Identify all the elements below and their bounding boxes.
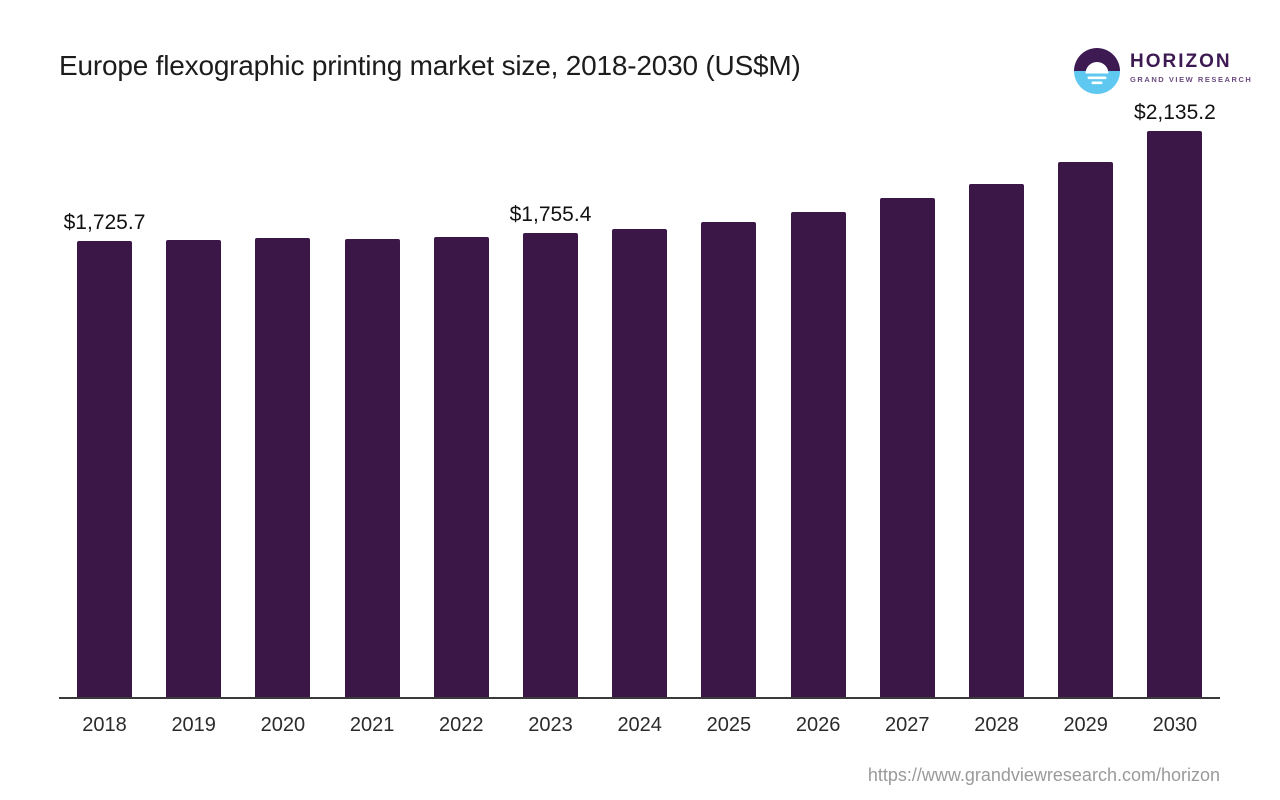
page-title: Europe flexographic printing market size… bbox=[59, 50, 801, 81]
x-tick-2028: 2028 bbox=[974, 714, 1019, 736]
bar-2023 bbox=[523, 233, 578, 697]
x-tick-2021: 2021 bbox=[349, 714, 395, 736]
x-tick-2025: 2025 bbox=[706, 714, 752, 736]
logo-text-block: HORIZON GRAND VIEW RESEARCH bbox=[1130, 51, 1253, 86]
bar-2024 bbox=[612, 229, 668, 697]
bar-2018 bbox=[77, 241, 132, 697]
logo-wordmark: HORIZON bbox=[1130, 51, 1232, 72]
bar-2030 bbox=[1147, 131, 1203, 697]
bar-2028 bbox=[969, 184, 1024, 697]
x-tick-2020: 2020 bbox=[260, 714, 306, 736]
bar-2021 bbox=[344, 239, 400, 697]
x-tick-2026: 2026 bbox=[795, 714, 841, 736]
bar-2022 bbox=[433, 237, 489, 697]
bar-value-label-2030: $2,135.2 bbox=[1134, 101, 1216, 124]
bar-value-label-2023: $1,755.4 bbox=[509, 203, 592, 226]
x-tick-2027: 2027 bbox=[885, 714, 930, 736]
horizon-sunrise-circle-icon bbox=[1074, 48, 1120, 94]
x-tick-2029: 2029 bbox=[1063, 714, 1108, 736]
x-tick-2018: 2018 bbox=[82, 714, 127, 736]
bar-2026 bbox=[790, 212, 846, 697]
chart-header: Europe flexographic printing market size… bbox=[0, 0, 1280, 120]
bar-2019 bbox=[166, 240, 222, 697]
x-tick-2019: 2019 bbox=[171, 714, 216, 736]
brand-logo[interactable]: HORIZON GRAND VIEW RESEARCH bbox=[1074, 46, 1253, 94]
bar-2029 bbox=[1058, 162, 1114, 697]
x-tick-2022: 2022 bbox=[439, 714, 484, 736]
source-url[interactable]: https://www.grandviewresearch.com/horizo… bbox=[867, 765, 1220, 785]
x-tick-2030: 2030 bbox=[1152, 714, 1198, 736]
bar-value-label-2018: $1,725.7 bbox=[63, 211, 146, 234]
x-axis-line bbox=[59, 697, 1220, 699]
logo-tagline: GRAND VIEW RESEARCH bbox=[1130, 75, 1253, 84]
bar-2027 bbox=[879, 198, 935, 697]
x-tick-2023: 2023 bbox=[528, 714, 573, 736]
x-tick-2024: 2024 bbox=[617, 714, 662, 736]
bar-2025 bbox=[701, 222, 757, 697]
bar-2020 bbox=[255, 238, 311, 697]
